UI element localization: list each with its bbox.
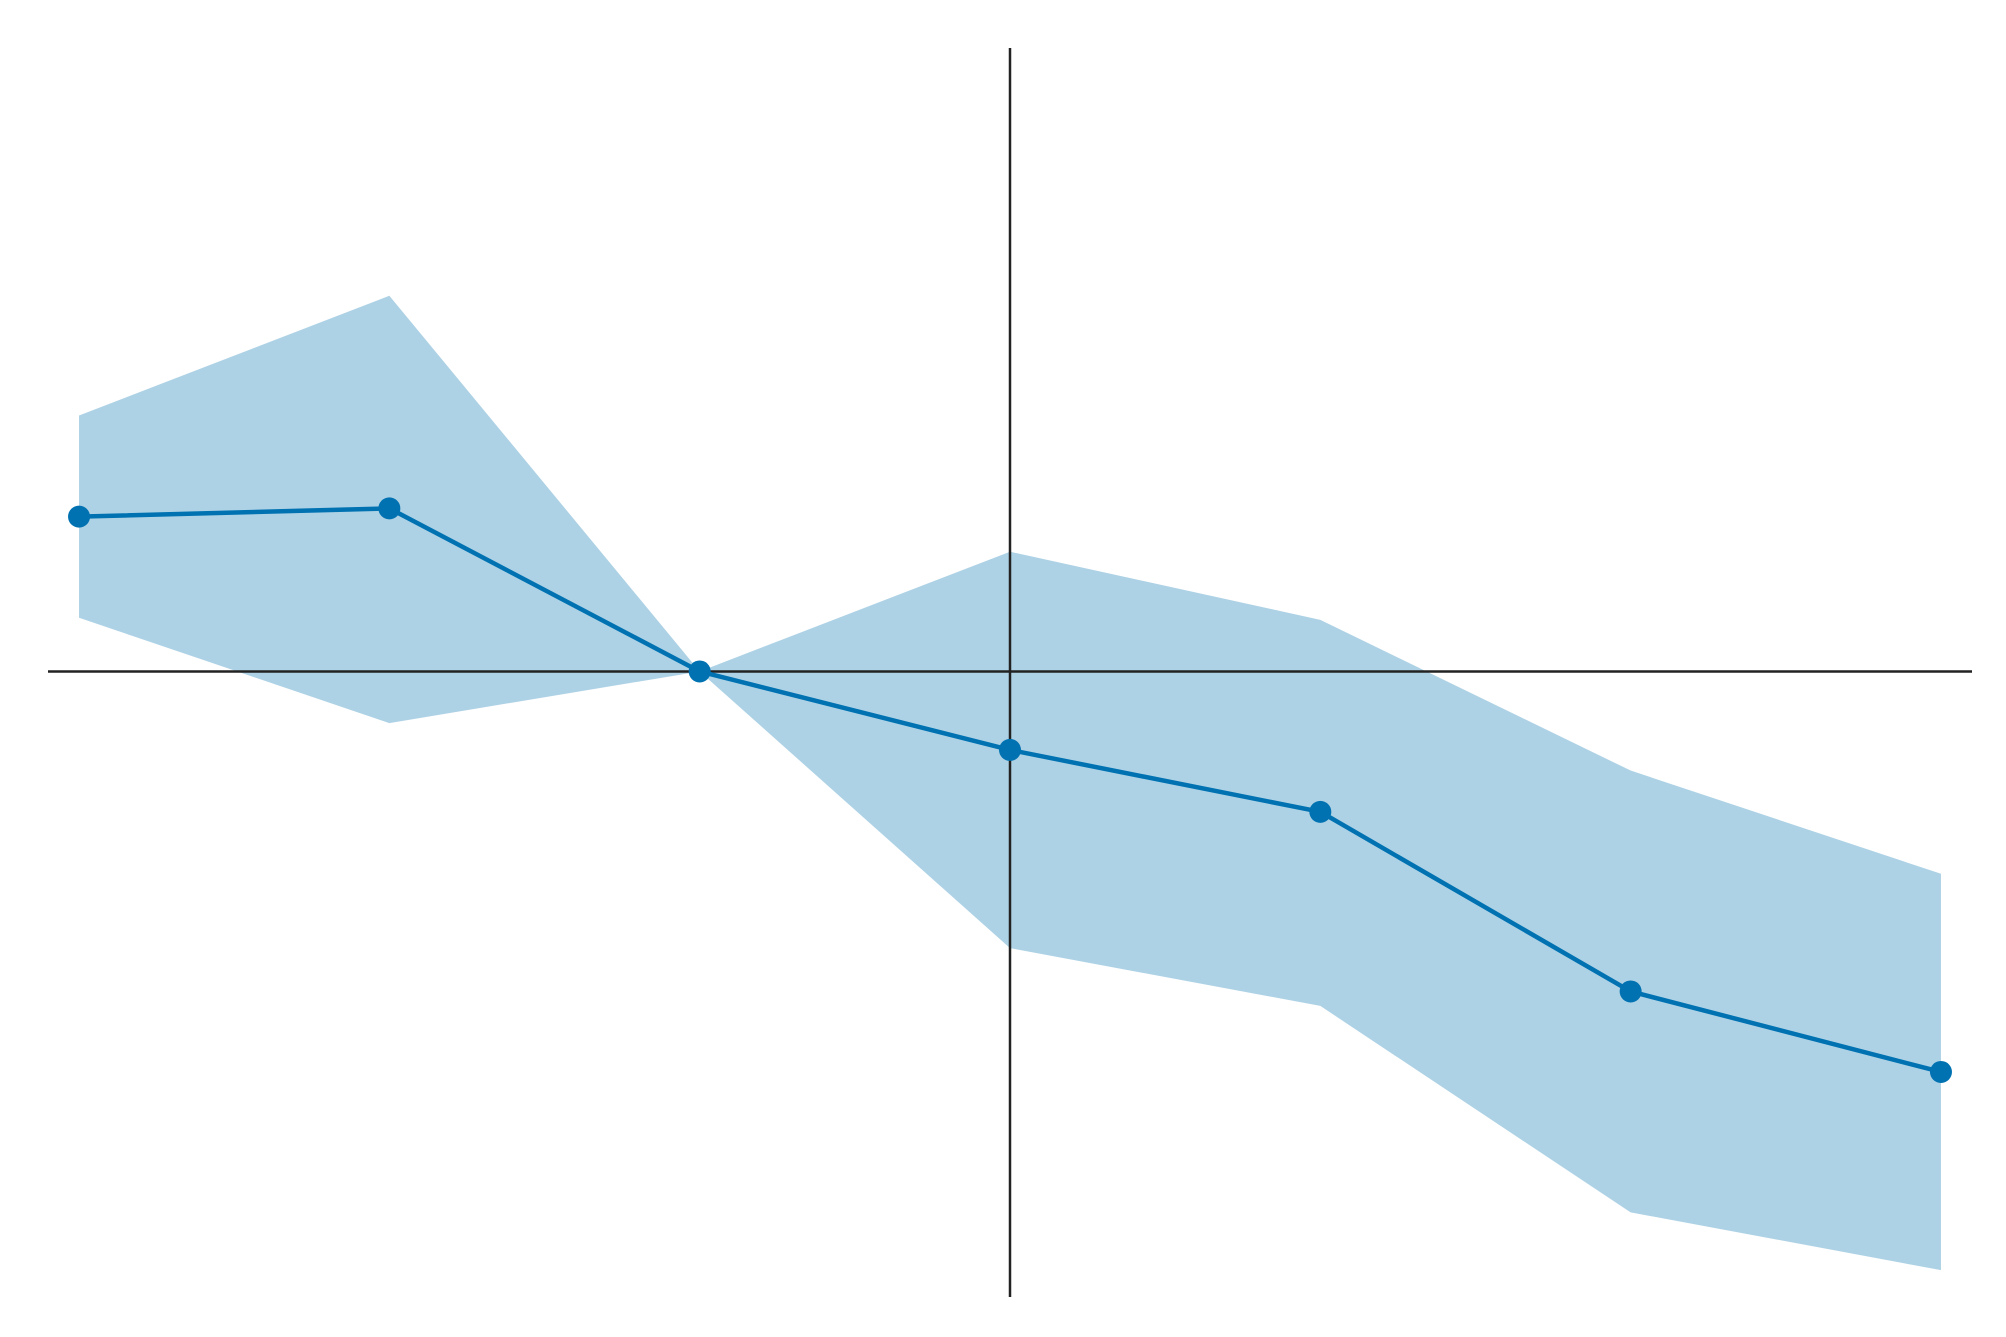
data-points [68,497,1952,1083]
data-point [1929,1060,1952,1083]
data-point [1309,800,1332,823]
data-point [688,660,711,683]
data-point [1619,980,1642,1003]
data-point [999,738,1021,761]
data-point [378,497,401,520]
reference-lines [48,48,1972,1297]
data-point [68,505,91,528]
